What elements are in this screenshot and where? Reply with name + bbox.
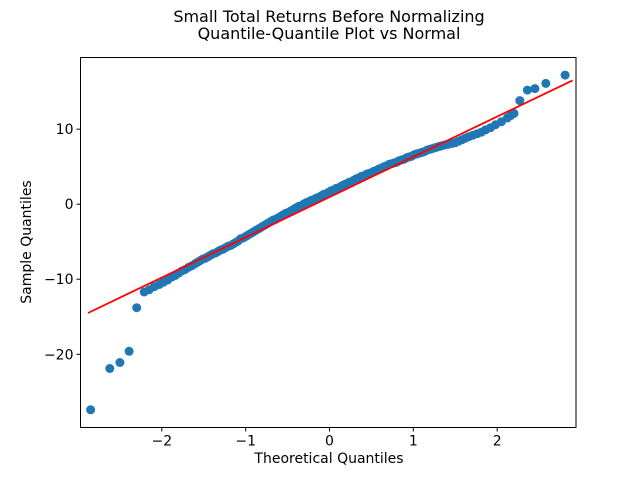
data-point (124, 346, 134, 356)
x-tick-label: 0 (325, 434, 334, 450)
data-point (132, 303, 142, 313)
chart-title: Small Total Returns Before Normalizing Q… (81, 8, 577, 42)
data-point (560, 70, 570, 80)
data-point (522, 85, 532, 95)
y-tick-label: 10 (56, 122, 74, 138)
data-point (515, 96, 525, 106)
data-point (105, 364, 115, 373)
y-tick-label: −20 (44, 347, 74, 363)
x-tick-label: 2 (493, 434, 502, 450)
data-point (541, 78, 551, 88)
chart-title-line2: Quantile-Quantile Plot vs Normal (197, 24, 461, 43)
x-tick-label: 1 (409, 434, 418, 450)
x-tick-label: −2 (151, 434, 172, 450)
axes-frame (80, 57, 577, 428)
qq-scatter-series (86, 70, 570, 415)
x-tick-label: −1 (235, 434, 256, 450)
y-axis-label: Sample Quantiles (19, 180, 35, 304)
reference-fit-line (87, 79, 573, 314)
data-point (86, 405, 96, 415)
chart-title-line1: Small Total Returns Before Normalizing (173, 7, 485, 26)
x-axis-label: Theoretical Quantiles (254, 451, 404, 467)
y-tick-label: −10 (44, 272, 74, 288)
data-point (509, 108, 519, 118)
y-tick-label: 0 (65, 197, 74, 213)
data-point (530, 84, 540, 94)
data-point (115, 358, 125, 367)
